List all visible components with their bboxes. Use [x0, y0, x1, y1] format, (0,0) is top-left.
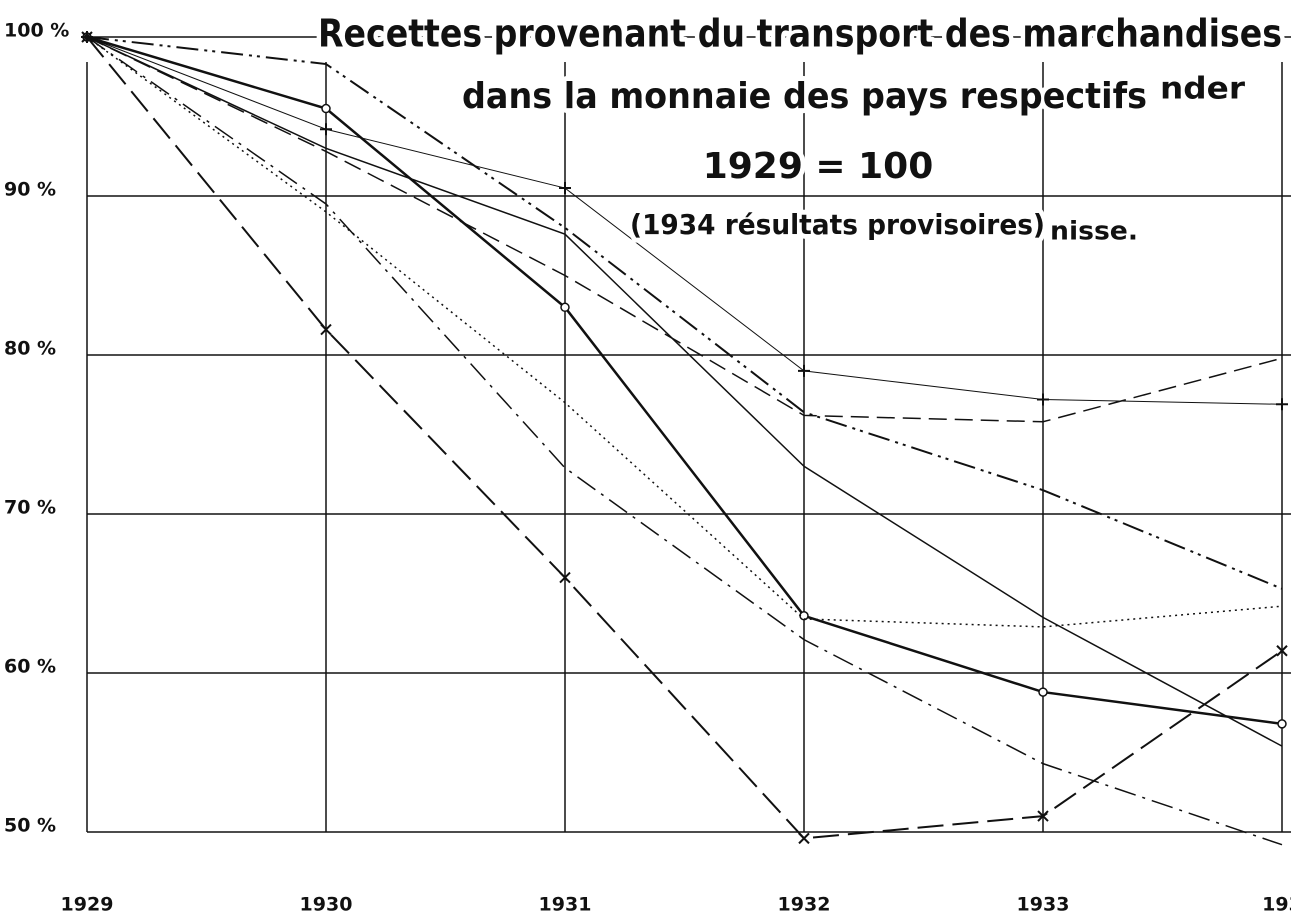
- y-tick-label: 90 %: [4, 179, 56, 201]
- point-marker: [1276, 645, 1288, 657]
- point-marker: [559, 182, 571, 195]
- x-tick-label: 1929: [61, 894, 114, 916]
- series-line: [86, 36, 1283, 405]
- point-marker: [1038, 687, 1048, 697]
- y-tick-label: 80 %: [4, 338, 56, 360]
- x-tick-label: 193: [1262, 894, 1291, 916]
- annotation: nisse.: [1050, 217, 1138, 247]
- x-tick-label: 1933: [1017, 894, 1070, 916]
- point-marker: [1037, 810, 1049, 822]
- point-marker: [320, 323, 332, 336]
- x-tick-label: 1930: [300, 894, 353, 916]
- series-line: [86, 36, 1283, 423]
- lines: [81, 31, 1288, 846]
- x-tick-label: 1932: [778, 894, 831, 916]
- point-marker: [559, 571, 571, 584]
- annotation: 1929 = 100: [703, 146, 934, 187]
- annotation: nder: [1160, 72, 1245, 107]
- y-tick-label: 100 %: [4, 20, 69, 42]
- x-tick-label: 1931: [539, 894, 592, 916]
- y-tick-label: 60 %: [4, 656, 56, 678]
- chart-title: Recettes provenant du transport des marc…: [318, 12, 1282, 56]
- point-marker: [1276, 398, 1288, 411]
- point-marker: [798, 364, 810, 377]
- series-line: [86, 36, 1283, 590]
- y-tick-label: 70 %: [4, 497, 56, 519]
- series-line: [86, 36, 1283, 840]
- series-line: [86, 36, 1283, 628]
- point-marker: [1037, 393, 1049, 406]
- point-marker: [560, 302, 570, 313]
- series-line: [86, 36, 1283, 747]
- point-marker: [320, 123, 332, 136]
- series-line: [86, 36, 1283, 846]
- point-marker: [321, 103, 331, 114]
- annotation: (1934 résultats provisoires): [630, 208, 1045, 241]
- series-line: [86, 35, 1283, 726]
- y-tick-label: 50 %: [4, 815, 56, 837]
- point-marker: [1277, 719, 1287, 729]
- point-marker: [798, 832, 810, 845]
- chart-subtitle: dans la monnaie des pays respectifs: [462, 76, 1147, 117]
